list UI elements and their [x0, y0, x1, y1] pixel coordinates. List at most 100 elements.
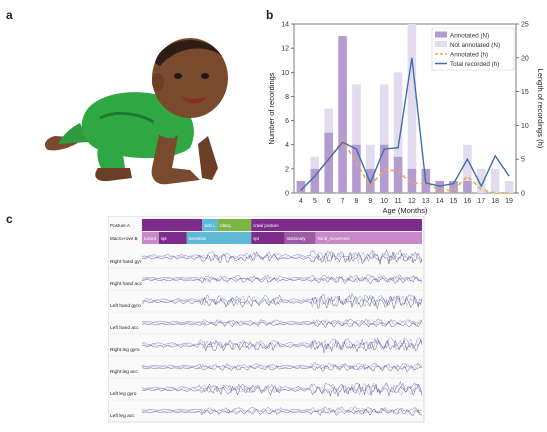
signal-trace	[142, 364, 423, 373]
signal-trace	[141, 294, 423, 308]
plot-frame	[293, 23, 517, 194]
bar-annotated	[463, 180, 472, 193]
signal-trace	[141, 361, 423, 370]
signal-trace	[141, 251, 423, 265]
x-tick-label: 17	[477, 198, 485, 205]
annotation-row-label: Posture A	[110, 223, 131, 228]
signal-trace	[141, 248, 423, 263]
x-tick-label: 8	[354, 198, 358, 205]
recordings-chart: 0 2 4 6 8 10 12 14 0 5 10 15 20 25 4 5 6 7 8 9 10 11 12 13 14 15 1…	[267, 22, 545, 216]
x-tick-label: 12	[408, 198, 416, 205]
signal-trace	[141, 318, 423, 326]
y2-tick-label: 10	[521, 123, 529, 130]
annotation-segment-label: transition	[189, 236, 207, 241]
bar-not-annotated	[504, 180, 514, 193]
legend-entry: Annotated (h)	[450, 52, 488, 59]
x-tick-label: 9	[368, 198, 372, 205]
bar-not-annotated	[366, 144, 375, 169]
annotation-segment	[284, 232, 316, 244]
signal-row-label: Right leg acc	[110, 369, 138, 375]
annotation-segment	[251, 232, 285, 244]
y2-tick-label: 20	[521, 55, 529, 62]
panel-label-a: a	[6, 8, 13, 22]
annotation-segment	[251, 219, 422, 231]
bar-not-annotated	[310, 156, 320, 169]
x-tick-label: 5	[313, 198, 317, 205]
signal-trace	[141, 363, 423, 371]
x-axis-label: Age (Months)	[382, 206, 428, 215]
signal-row-label: Left leg acc	[110, 413, 135, 419]
bar-annotated	[366, 168, 375, 193]
bar-not-annotated	[407, 24, 417, 169]
x-tick-label: 6	[327, 198, 331, 205]
x-tick-label: 15	[450, 198, 458, 205]
annotation-segment-label: crawl posture	[253, 223, 279, 228]
y-tick-label: 0	[285, 191, 289, 198]
panel-label-c: c	[6, 212, 13, 226]
y-tick-label: 2	[285, 166, 289, 173]
bar-annotated	[310, 168, 320, 193]
annotation-segment-label: hand_movement	[318, 236, 351, 241]
y-tick-label: 12	[281, 46, 289, 53]
infant-photo	[44, 38, 228, 185]
x-tick-label: 14	[436, 198, 444, 205]
signal-trace	[141, 320, 423, 329]
sensor-signal-panel: Posture A side L sitting crawl posture Macro…	[108, 216, 425, 423]
signal-row-label: Left hand gyro	[110, 303, 141, 309]
y2-axis-label: Length of recordings (h)	[536, 69, 545, 149]
x-tick-label: 16	[464, 198, 472, 205]
bar-not-annotated	[490, 168, 500, 193]
signal-trace	[141, 292, 423, 307]
y2-tick-label: 15	[521, 89, 529, 96]
x-tick-label: 7	[341, 198, 345, 205]
y2-tick-label: 5	[521, 157, 525, 164]
signal-trace	[141, 406, 423, 414]
bar-annotated	[393, 156, 403, 193]
annotation-segment-label: stationary	[287, 236, 306, 241]
bar-not-annotated	[393, 72, 403, 157]
legend-swatch	[435, 31, 447, 38]
x-tick-label: 10	[380, 198, 388, 205]
bar-not-annotated	[324, 108, 333, 133]
y2-tick-label: 0	[521, 191, 525, 198]
x-tick-label: 13	[422, 198, 430, 205]
line-total-hours	[300, 57, 510, 191]
y-tick-label: 14	[281, 22, 289, 29]
signal-trace	[141, 295, 423, 310]
annotation-segment-label: turnint	[144, 236, 157, 241]
signal-trace	[141, 408, 423, 416]
bar-annotated	[324, 132, 333, 193]
bar-annotated	[338, 36, 347, 193]
y-tick-label: 8	[285, 94, 289, 101]
x-tick-label: 11	[394, 198, 401, 205]
bar-not-annotated	[477, 168, 486, 193]
annotation-segment-label: side L	[204, 223, 216, 228]
signal-trace	[141, 276, 423, 285]
annotation-row-label: Macro-rove B	[110, 236, 138, 241]
annotation-segment	[142, 219, 203, 231]
signal-frame	[108, 216, 425, 423]
legend-entry: Annotated (N)	[450, 33, 489, 40]
bar-annotated	[296, 180, 306, 193]
annotation-segment	[158, 232, 187, 244]
bar-not-annotated	[352, 84, 361, 145]
signal-trace	[141, 250, 423, 264]
legend-entry: Total recorded (h)	[450, 61, 499, 68]
signal-trace	[141, 338, 423, 351]
x-tick-label: 19	[505, 198, 513, 205]
panel-label-b: b	[266, 8, 274, 22]
annotation-segment-label: spt	[253, 236, 260, 241]
annotation-segment	[217, 219, 252, 231]
annotation-segment-label: spt	[161, 236, 168, 241]
bar-not-annotated	[463, 144, 472, 181]
annotation-segment	[186, 232, 252, 244]
signal-row-label: Right leg gyro	[110, 347, 140, 353]
y-axis-label: Number of recordings	[267, 72, 276, 144]
signal-trace	[141, 319, 423, 327]
y-tick-label: 6	[285, 118, 289, 125]
signal-row-label: Left leg gyro	[110, 391, 137, 397]
signal-trace	[141, 339, 423, 353]
annotation-segment	[142, 232, 159, 244]
bar-not-annotated	[379, 84, 389, 145]
bar-annotated	[449, 180, 458, 193]
